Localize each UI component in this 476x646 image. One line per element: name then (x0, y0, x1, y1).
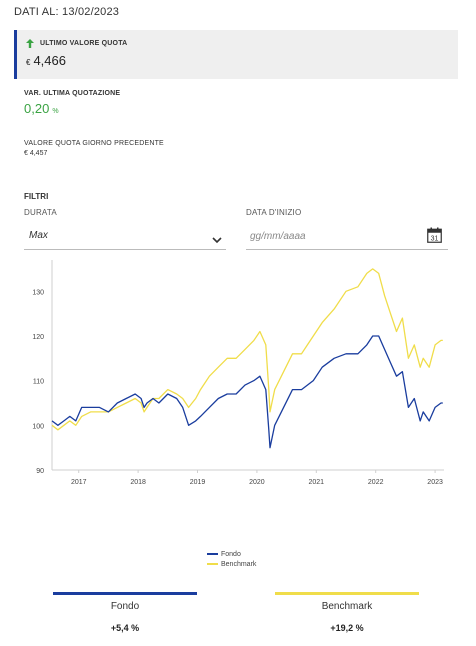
legend-label-benchmark: Benchmark (221, 560, 257, 568)
calendar-icon[interactable]: 31 (427, 227, 442, 248)
summary-benchmark: Benchmark +19,2 % (275, 592, 419, 633)
chart-svg: 90 100 110 120 130 2017 2018 2019 2020 2021 2022 20… (32, 260, 444, 486)
last-value: €4,466 (26, 53, 66, 68)
legend-label-fondo: Fondo (221, 550, 241, 558)
duration-selected-value: Max (29, 230, 48, 241)
start-date-input[interactable] (246, 226, 416, 246)
last-value-panel: ULTIMO VALORE QUOTA €4,466 (14, 30, 458, 79)
legend-item-fondo[interactable]: Fondo (207, 549, 256, 559)
svg-text:31: 31 (431, 236, 439, 243)
summary-benchmark-value: +19,2 % (330, 623, 364, 633)
x-tick-label-2018: 2018 (130, 479, 146, 486)
data-date-header: DATI AL: 13/02/2023 (14, 6, 120, 18)
previous-value-label: VALORE QUOTA GIORNO PRECEDENTE (24, 140, 164, 147)
y-tick-label-90: 90 (36, 468, 44, 475)
x-tick-label-2017: 2017 (71, 479, 87, 486)
summary-fondo-name: Fondo (110, 601, 140, 612)
y-tick-label-130: 130 (32, 289, 44, 296)
last-value-label: ULTIMO VALORE QUOTA (40, 40, 128, 47)
summary-line-fondo (53, 592, 197, 595)
start-date-label: DATA D'INIZIO (246, 208, 302, 217)
x-tick-label-2020: 2020 (249, 479, 265, 486)
series-line-benchmark (51, 268, 443, 431)
x-tick-label-2021: 2021 (309, 479, 325, 486)
legend-item-benchmark[interactable]: Benchmark (207, 559, 256, 569)
chart-legend: Fondo Benchmark (207, 549, 256, 569)
last-value-label-row: ULTIMO VALORE QUOTA (26, 39, 128, 48)
performance-chart: 90 100 110 120 130 2017 2018 2019 2020 2021 2022 20… (0, 255, 476, 490)
start-date-field: 31 (246, 222, 448, 250)
previous-value: € 4,457 (24, 150, 48, 157)
variation-unit: % (52, 108, 59, 115)
duration-select[interactable]: Max (24, 222, 226, 250)
summary-line-benchmark (275, 592, 419, 595)
last-value-number: 4,466 (33, 53, 66, 68)
x-tick-label-2022: 2022 (368, 479, 384, 486)
legend-swatch-fondo (207, 553, 218, 555)
variation-label: VAR. ULTIMA QUOTAZIONE (24, 90, 121, 97)
y-tick-label-110: 110 (33, 379, 44, 386)
x-tick-label-2019: 2019 (190, 479, 206, 486)
currency-symbol: € (26, 58, 31, 67)
y-tick-label-100: 100 (32, 423, 44, 430)
x-tick-label-2023: 2023 (427, 479, 443, 486)
filters-title: FILTRI (24, 192, 49, 201)
series-line-fondo (51, 335, 443, 449)
variation-value: 0,20% (24, 101, 59, 116)
summary-fondo-value: +5,4 % (110, 623, 140, 633)
legend-swatch-benchmark (207, 563, 218, 565)
variation-number: 0,20 (24, 101, 50, 116)
summary-fondo: Fondo +5,4 % (53, 592, 197, 633)
y-tick-label-120: 120 (32, 334, 44, 341)
summary-benchmark-name: Benchmark (321, 601, 373, 612)
duration-label: DURATA (24, 208, 57, 217)
chevron-down-icon (212, 231, 222, 249)
